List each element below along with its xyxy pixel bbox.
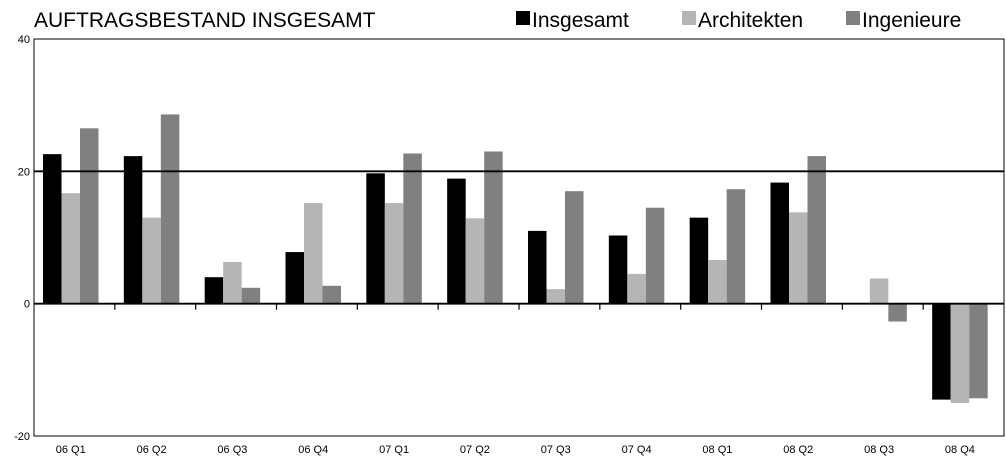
legend-swatch-insgesamt xyxy=(516,11,530,25)
y-axis: 40 20 0 -20 xyxy=(14,34,30,443)
x-tick-label: 07 Q3 xyxy=(541,444,571,456)
bar-ingenieure-07-q4 xyxy=(645,207,665,304)
y-tick-label: 0 xyxy=(24,299,30,311)
x-tick-label: 08 Q3 xyxy=(864,444,894,456)
bar-ingenieure-08-q4 xyxy=(969,303,988,399)
bar-insgesamt-07-q2 xyxy=(447,178,466,304)
y-tick-label: 40 xyxy=(18,34,30,46)
bar-architekten-08-q2 xyxy=(789,212,808,304)
plot-frame xyxy=(33,38,1005,437)
bar-insgesamt-06-q4 xyxy=(285,252,304,304)
chart-title: AUFTRAGSBESTAND INSGESAMT xyxy=(34,9,376,32)
bar-insgesamt-08-q1 xyxy=(689,217,709,304)
x-tick-label: 07 Q1 xyxy=(379,444,409,456)
legend-swatch-ingenieure xyxy=(846,11,860,25)
x-tick-label: 08 Q4 xyxy=(945,444,975,456)
bar-architekten-06-q3 xyxy=(223,261,242,304)
bars xyxy=(43,114,988,403)
bar-ingenieure-07-q3 xyxy=(565,191,584,304)
bar-insgesamt-08-q2 xyxy=(770,182,789,304)
bar-insgesamt-06-q2 xyxy=(123,156,143,304)
bar-architekten-06-q1 xyxy=(61,193,80,304)
bar-architekten-07-q2 xyxy=(465,218,485,304)
legend-swatch-architekten xyxy=(682,11,696,25)
bar-ingenieure-07-q2 xyxy=(484,151,503,304)
x-tick-label: 07 Q4 xyxy=(622,444,652,456)
y-tick-label: -20 xyxy=(14,431,30,443)
x-tick-label: 06 Q4 xyxy=(298,444,328,456)
reference-lines xyxy=(34,170,1004,310)
y-tick-label: 20 xyxy=(18,166,30,178)
bar-ingenieure-08-q3 xyxy=(888,303,907,322)
legend-label-insgesamt: Insgesamt xyxy=(532,9,629,32)
bar-ingenieure-06-q4 xyxy=(322,285,341,304)
bar-architekten-06-q2 xyxy=(142,217,161,304)
bar-ingenieure-06-q1 xyxy=(80,128,99,304)
legend-label-architekten: Architekten xyxy=(698,9,803,32)
bar-ingenieure-06-q3 xyxy=(241,287,261,304)
bar-ingenieure-08-q1 xyxy=(726,189,746,304)
bar-ingenieure-08-q2 xyxy=(807,156,826,304)
x-tick-label: 08 Q1 xyxy=(702,444,732,456)
bar-insgesamt-06-q3 xyxy=(204,277,224,304)
bar-architekten-07-q3 xyxy=(546,289,565,304)
x-tick-label: 06 Q3 xyxy=(217,444,247,456)
x-tick-label: 06 Q1 xyxy=(56,444,86,456)
bar-insgesamt-07-q1 xyxy=(366,173,385,304)
bar-architekten-07-q1 xyxy=(384,203,404,304)
x-tick-label: 07 Q2 xyxy=(460,444,490,456)
legend-label-ingenieure: Ingenieure xyxy=(862,9,961,32)
bar-architekten-06-q4 xyxy=(304,203,323,304)
x-tick-label: 06 Q2 xyxy=(137,444,167,456)
bar-insgesamt-08-q4 xyxy=(932,303,951,400)
bar-insgesamt-07-q3 xyxy=(528,230,547,304)
legend: Insgesamt Architekten Ingenieure xyxy=(516,9,961,32)
bar-insgesamt-07-q4 xyxy=(608,235,628,304)
bar-architekten-07-q4 xyxy=(627,273,646,304)
x-axis: 06 Q1 06 Q2 06 Q3 06 Q4 07 Q1 07 Q2 07 Q3 07 Q4… xyxy=(56,444,975,456)
bar-architekten-08-q1 xyxy=(708,260,727,304)
bar-architekten-08-q4 xyxy=(950,303,970,403)
bar-ingenieure-07-q1 xyxy=(403,153,422,304)
x-tick-label: 08 Q2 xyxy=(783,444,813,456)
bar-ingenieure-06-q2 xyxy=(160,114,180,304)
bar-architekten-08-q3 xyxy=(869,278,889,304)
bar-insgesamt-06-q1 xyxy=(43,154,62,304)
